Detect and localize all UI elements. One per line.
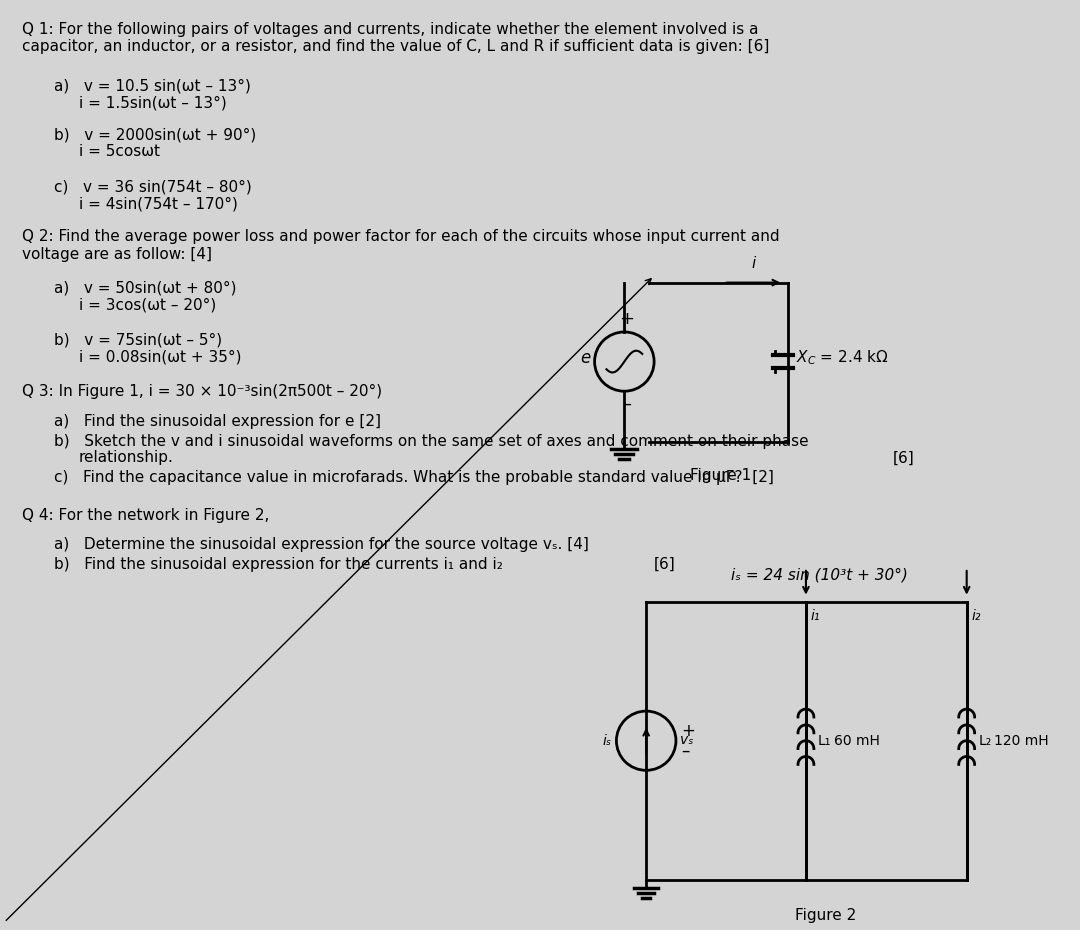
Text: $X_C$ = 2.4 k$\Omega$: $X_C$ = 2.4 k$\Omega$	[796, 348, 889, 367]
Text: L₂: L₂	[978, 734, 991, 748]
Text: Q 1: For the following pairs of voltages and currents, indicate whether the elem: Q 1: For the following pairs of voltages…	[22, 22, 769, 54]
Text: e: e	[580, 349, 591, 366]
Text: i₂: i₂	[972, 609, 981, 623]
Text: a)   Find the sinusoidal expression for e [2]: a) Find the sinusoidal expression for e …	[54, 414, 381, 429]
Text: vₛ: vₛ	[680, 733, 693, 747]
Text: i: i	[752, 256, 756, 271]
Text: i₁: i₁	[811, 609, 821, 623]
Text: relationship.: relationship.	[79, 450, 174, 465]
Text: b)   v = 2000sin(ωt + 90°): b) v = 2000sin(ωt + 90°)	[54, 127, 256, 142]
Text: i = 4sin(754t – 170°): i = 4sin(754t – 170°)	[79, 197, 238, 212]
Text: 120 mH: 120 mH	[995, 734, 1049, 748]
Text: –: –	[622, 395, 631, 413]
Text: a)   Determine the sinusoidal expression for the source voltage vₛ. [4]: a) Determine the sinusoidal expression f…	[54, 538, 589, 552]
Text: Figure 2: Figure 2	[795, 908, 856, 923]
Text: [6]: [6]	[654, 557, 676, 572]
Text: b)   v = 75sin(ωt – 5°): b) v = 75sin(ωt – 5°)	[54, 333, 221, 348]
Text: iₛ: iₛ	[603, 734, 611, 748]
Text: i = 1.5sin(ωt – 13°): i = 1.5sin(ωt – 13°)	[79, 95, 227, 110]
Text: a)   v = 10.5 sin(ωt – 13°): a) v = 10.5 sin(ωt – 13°)	[54, 78, 251, 93]
Text: Q 4: For the network in Figure 2,: Q 4: For the network in Figure 2,	[22, 508, 269, 523]
Text: L₁: L₁	[818, 734, 832, 748]
Text: +: +	[680, 722, 694, 740]
Text: c)   v = 36 sin(754t – 80°): c) v = 36 sin(754t – 80°)	[54, 179, 252, 195]
Text: [6]: [6]	[892, 450, 914, 465]
Text: i = 0.08sin(ωt + 35°): i = 0.08sin(ωt + 35°)	[79, 350, 241, 365]
Text: c)   Find the capacitance value in microfarads. What is the probable standard va: c) Find the capacitance value in microfa…	[54, 471, 773, 485]
Text: Q 3: In Figure 1, i = 30 × 10⁻³sin(2π500t – 20°): Q 3: In Figure 1, i = 30 × 10⁻³sin(2π500…	[22, 384, 382, 399]
Text: Q 2: Find the average power loss and power factor for each of the circuits whose: Q 2: Find the average power loss and pow…	[22, 230, 780, 261]
Text: Figure 1: Figure 1	[690, 468, 752, 484]
Text: i = 5cosωt: i = 5cosωt	[79, 144, 160, 159]
Text: 60 mH: 60 mH	[834, 734, 879, 748]
Text: b)   Find the sinusoidal expression for the currents i₁ and i₂: b) Find the sinusoidal expression for th…	[54, 557, 502, 572]
Text: i = 3cos(ωt – 20°): i = 3cos(ωt – 20°)	[79, 298, 216, 312]
Text: –: –	[680, 741, 689, 760]
Text: b)   Sketch the v and i sinusoidal waveforms on the same set of axes and comment: b) Sketch the v and i sinusoidal wavefor…	[54, 433, 809, 448]
Text: iₛ = 24 sin (10³t + 30°): iₛ = 24 sin (10³t + 30°)	[730, 567, 907, 583]
Text: +: +	[619, 310, 634, 328]
Text: a)   v = 50sin(ωt + 80°): a) v = 50sin(ωt + 80°)	[54, 281, 237, 296]
